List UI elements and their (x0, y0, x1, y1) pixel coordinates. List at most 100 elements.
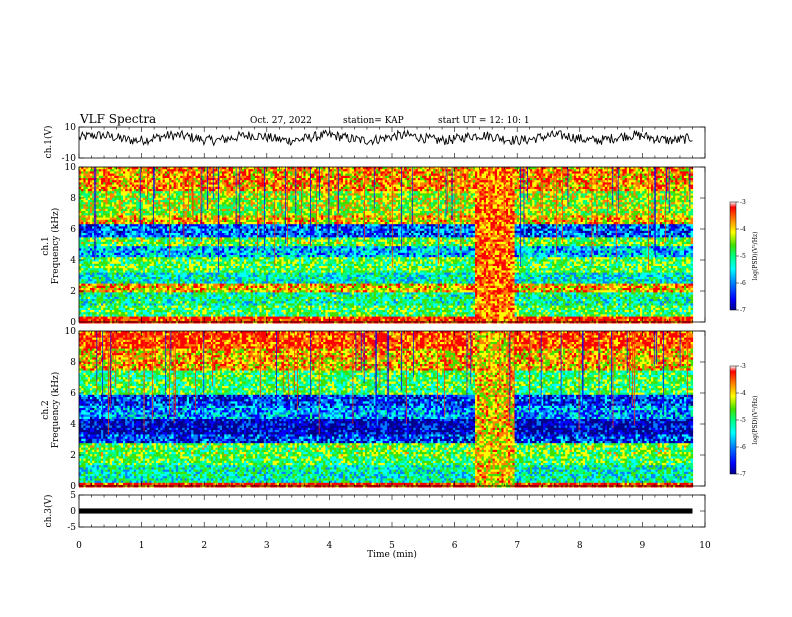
spectrogram-cell (640, 191, 643, 194)
spectrogram-cell (490, 185, 493, 188)
spectrogram-cell (198, 193, 201, 196)
spectrogram-cell (587, 169, 590, 172)
spectrogram-cell (110, 185, 113, 188)
spectrogram-cell (424, 193, 427, 196)
spectrogram-cell (594, 187, 597, 190)
spectrogram-cell (86, 196, 89, 199)
spectrogram-cell (528, 185, 531, 188)
spectrogram-cell (398, 171, 401, 174)
spectrogram-cell (497, 189, 500, 192)
spectrogram-cell (402, 171, 405, 174)
spectrogram-cell (121, 182, 124, 185)
spectrogram-cell (277, 187, 280, 190)
spectrogram-cell (226, 185, 229, 188)
spectrogram-cell (422, 196, 425, 199)
spectrogram-cell (262, 178, 265, 181)
spectrogram-cell (242, 196, 245, 199)
spectrogram-cell (563, 187, 566, 190)
spectrogram-cell (420, 182, 423, 185)
spectrogram-cell (394, 185, 397, 188)
spectrogram-cell (457, 193, 460, 196)
spectrogram-cell (559, 193, 562, 196)
spectrogram-cell (198, 171, 201, 174)
spectrogram-cell (589, 196, 592, 199)
spectrogram-cell (479, 180, 482, 183)
spectrogram-cell (691, 193, 694, 196)
spectrogram-cell (220, 193, 223, 196)
spectrogram-cell (380, 174, 383, 177)
spectrogram-cell (292, 191, 295, 194)
spectrogram-cell (262, 180, 265, 183)
spectrogram-cell (510, 176, 513, 179)
spectrogram-cell (424, 182, 427, 185)
spectrogram-cell (185, 178, 188, 181)
spectrogram-cell (356, 178, 359, 181)
spectrogram-cell (394, 182, 397, 185)
spectrogram-cell (369, 174, 372, 177)
spectrogram-cell (101, 176, 104, 179)
spectrogram-cell (433, 178, 436, 181)
spectrogram-cell (517, 182, 520, 185)
spectrogram-cell (174, 178, 177, 181)
spectrogram-cell (101, 171, 104, 174)
spectrogram-cell (468, 193, 471, 196)
spectrogram-cell (244, 187, 247, 190)
spectrogram-cell (655, 176, 658, 179)
spectrogram-cell (112, 191, 115, 194)
spectrogram-cell (167, 187, 170, 190)
spectrogram-cell (288, 189, 291, 192)
spectrogram-cell (398, 182, 401, 185)
spectrogram-cell (354, 171, 357, 174)
spectrogram-cell (622, 196, 625, 199)
spectrogram-cell (224, 178, 227, 181)
spectrogram-cell (88, 189, 91, 192)
spectrogram-cell (629, 191, 632, 194)
spectrogram-cell (420, 191, 423, 194)
spectrogram-cell (171, 196, 174, 199)
spectrogram-cell (471, 193, 474, 196)
spectrogram-cell (581, 180, 584, 183)
spectrogram-cell (180, 182, 183, 185)
spectrogram-cell (198, 185, 201, 188)
spectrogram-cell (213, 182, 216, 185)
spectrogram-cell (671, 191, 674, 194)
spectrogram-cell (114, 189, 117, 192)
spectrogram-cell (543, 191, 546, 194)
spectrogram-cell (644, 187, 647, 190)
spectrogram-cell (345, 182, 348, 185)
spectrogram-cell (631, 174, 634, 177)
spectrogram-cell (691, 169, 694, 172)
spectrogram-cell (587, 180, 590, 183)
spectrogram-cell (233, 180, 236, 183)
spectrogram-cell (486, 189, 489, 192)
spectrogram-cell (576, 182, 579, 185)
spectrogram-cell (361, 178, 364, 181)
spectrogram-cell (548, 171, 551, 174)
spectrogram-cell (105, 189, 108, 192)
spectrogram-cell (363, 171, 366, 174)
spectrogram-cell (442, 191, 445, 194)
spectrogram-cell (372, 187, 375, 190)
spectrogram-cell (158, 191, 161, 194)
spectrogram-cell (149, 178, 152, 181)
spectrogram-cell (332, 187, 335, 190)
spectrogram-cell (655, 191, 658, 194)
spectrogram-cell (651, 178, 654, 181)
spectrogram-cell (565, 174, 568, 177)
spectrogram-cell (666, 169, 669, 172)
spectrogram-cell (644, 178, 647, 181)
spectrogram-cell (528, 176, 531, 179)
spectrogram-cell (141, 193, 144, 196)
spectrogram-cell (585, 187, 588, 190)
spectrogram-cell (614, 189, 617, 192)
spectrogram-cell (189, 185, 192, 188)
spectrogram-cell (297, 180, 300, 183)
spectrogram-cell (673, 180, 676, 183)
spectrogram-cell (473, 189, 476, 192)
spectrogram-cell (627, 171, 630, 174)
spectrogram-cell (171, 187, 174, 190)
spectrogram-cell (369, 171, 372, 174)
spectrogram-cell (198, 176, 201, 179)
spectrogram-cell (627, 187, 630, 190)
spectrogram-cell (532, 185, 535, 188)
